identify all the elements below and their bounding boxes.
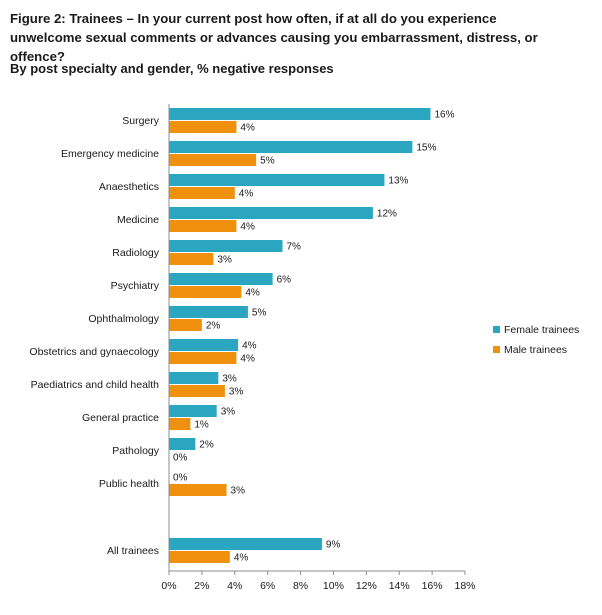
data-label-female: 13%: [388, 176, 408, 187]
chart-subtitle: By post specialty and gender, % negative…: [10, 61, 334, 76]
bar-male: [169, 385, 225, 397]
data-label-male: 4%: [234, 553, 249, 564]
bar-female: [169, 438, 196, 450]
data-label-male: 4%: [239, 189, 254, 200]
data-label-female: 3%: [221, 407, 236, 418]
data-label-male: 5%: [260, 156, 275, 167]
category-label: Obstetrics and gynaecology: [29, 346, 159, 358]
category-label: Paediatrics and child health: [31, 379, 160, 391]
legend-swatch-female: [493, 326, 500, 333]
category-label: General practice: [82, 412, 159, 424]
category-label: Pathology: [112, 445, 159, 457]
category-label: Emergency medicine: [61, 148, 159, 160]
data-label-male: 2%: [206, 321, 221, 332]
bar-male: [169, 319, 202, 331]
data-label-male: 4%: [240, 354, 255, 365]
bar-female: [169, 306, 248, 318]
x-tick-label: 4%: [227, 580, 242, 592]
bar-male: [169, 551, 230, 563]
x-axis: 0% 2% 4% 6% 8% 10% 12% 14% 16% 18%: [161, 104, 476, 592]
data-label-male: 3%: [217, 255, 232, 266]
data-label-male: 4%: [240, 222, 255, 233]
x-tick-label: 8%: [293, 580, 308, 592]
data-label-female: 5%: [252, 308, 267, 319]
data-label-female: 4%: [242, 341, 257, 352]
bar-male: [169, 484, 227, 496]
bar-male: [169, 352, 237, 364]
bar-female: [169, 207, 373, 219]
bar-female: [169, 372, 219, 384]
category-labels-layer: Surgery Emergency medicine Anaesthetics Med…: [29, 115, 159, 557]
data-label-female: 3%: [222, 374, 237, 385]
bar-male: [169, 253, 214, 265]
bar-female: [169, 273, 273, 285]
category-label: Anaesthetics: [99, 181, 159, 193]
data-label-female: 6%: [277, 275, 292, 286]
category-label: Medicine: [117, 214, 159, 226]
data-labels-layer: 16%4%15%5%13%4%12%4%7%3%6%4%5%2%4%4%3%3%…: [173, 110, 455, 564]
bar-female: [169, 141, 413, 153]
legend-swatch-male: [493, 346, 500, 353]
data-label-female: 12%: [377, 209, 397, 220]
data-label-male: 3%: [229, 387, 244, 398]
bar-female: [169, 174, 385, 186]
bar-male: [169, 187, 235, 199]
data-label-female: 7%: [286, 242, 301, 253]
data-label-male: 4%: [240, 123, 255, 134]
legend-label-female: Female trainees: [504, 324, 579, 336]
x-tick-label: 16%: [422, 580, 443, 592]
bar-male: [169, 121, 237, 133]
bar-female: [169, 108, 431, 120]
category-label: Ophthalmology: [88, 313, 159, 325]
category-label: All trainees: [107, 545, 159, 557]
bar-male: [169, 154, 257, 166]
data-label-male: 0%: [173, 453, 188, 464]
chart-title: Figure 2: Trainees – In your current pos…: [10, 11, 538, 64]
bars-layer: [169, 108, 431, 563]
x-tick-label: 0%: [161, 580, 176, 592]
x-tick-label: 18%: [454, 580, 475, 592]
legend-label-male: Male trainees: [504, 344, 567, 356]
bar-female: [169, 240, 283, 252]
category-label: Psychiatry: [111, 280, 160, 292]
x-tick-label: 14%: [389, 580, 410, 592]
legend: Female trainees Male trainees: [493, 324, 579, 356]
category-label: Public health: [99, 478, 159, 490]
data-label-male: 1%: [194, 420, 209, 431]
bar-female: [169, 339, 239, 351]
bar-male: [169, 418, 191, 430]
bar-male: [169, 286, 242, 298]
x-tick-label: 2%: [194, 580, 209, 592]
x-tick-label: 12%: [356, 580, 377, 592]
data-label-male: 4%: [245, 288, 260, 299]
x-tick-label: 6%: [260, 580, 275, 592]
data-label-female: 15%: [416, 143, 436, 154]
data-label-female: 0%: [173, 473, 188, 484]
data-label-male: 3%: [231, 486, 246, 497]
category-label: Radiology: [112, 247, 159, 259]
bar-female: [169, 405, 217, 417]
data-label-female: 16%: [434, 110, 454, 121]
data-label-female: 9%: [326, 540, 341, 551]
category-label: Surgery: [122, 115, 160, 127]
bar-female: [169, 538, 322, 550]
data-label-female: 2%: [199, 440, 214, 451]
x-tick-label: 10%: [323, 580, 344, 592]
bar-male: [169, 220, 237, 232]
